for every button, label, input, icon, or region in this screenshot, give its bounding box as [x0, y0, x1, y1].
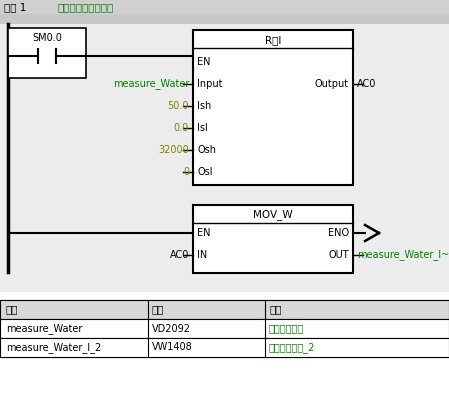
- Bar: [193, 30, 353, 185]
- Text: Output: Output: [315, 79, 349, 89]
- Text: Osl: Osl: [197, 167, 212, 177]
- Text: Input: Input: [197, 79, 223, 89]
- Text: MOV_W: MOV_W: [253, 209, 293, 220]
- Text: AC0: AC0: [357, 79, 376, 89]
- Text: 网络 1: 网络 1: [4, 2, 26, 12]
- Bar: [0, 319, 449, 338]
- Text: 设置压缩机换挡数据: 设置压缩机换挡数据: [58, 2, 114, 12]
- Bar: [0, 300, 449, 357]
- Text: EN: EN: [197, 228, 211, 238]
- Text: IN: IN: [197, 250, 207, 260]
- Text: Osh: Osh: [197, 145, 216, 155]
- Text: measure_Water_I_2: measure_Water_I_2: [6, 342, 101, 353]
- Bar: [193, 205, 353, 273]
- Text: SM0.0: SM0.0: [32, 33, 62, 43]
- Text: 注释: 注释: [269, 305, 282, 314]
- Text: 符号: 符号: [6, 305, 18, 314]
- Text: ENO: ENO: [328, 228, 349, 238]
- Text: VD2092: VD2092: [152, 324, 191, 333]
- Bar: [0, 14, 449, 24]
- Bar: [0, 0, 449, 14]
- Bar: [0, 14, 449, 292]
- Text: VW1408: VW1408: [152, 342, 193, 352]
- Text: Ish: Ish: [197, 101, 211, 111]
- Text: 机组控制温度_2: 机组控制温度_2: [269, 342, 315, 353]
- Bar: [0, 300, 449, 319]
- Bar: [8, 28, 86, 78]
- Text: measure_Water: measure_Water: [6, 323, 82, 334]
- Text: 0: 0: [183, 167, 189, 177]
- Text: OUT: OUT: [328, 250, 349, 260]
- Text: AC0: AC0: [170, 250, 189, 260]
- Text: measure_Water_I~: measure_Water_I~: [357, 250, 449, 260]
- Text: measure_Water: measure_Water: [113, 79, 189, 89]
- Text: 0.0: 0.0: [174, 123, 189, 133]
- Text: R转I: R转I: [265, 35, 281, 45]
- Text: 地址: 地址: [152, 305, 164, 314]
- Text: 50.0: 50.0: [167, 101, 189, 111]
- Text: EN: EN: [197, 57, 211, 67]
- Bar: [0, 292, 449, 300]
- Text: 32000: 32000: [158, 145, 189, 155]
- Text: Isl: Isl: [197, 123, 208, 133]
- Bar: [0, 338, 449, 357]
- Text: 机组控制温度: 机组控制温度: [269, 324, 304, 333]
